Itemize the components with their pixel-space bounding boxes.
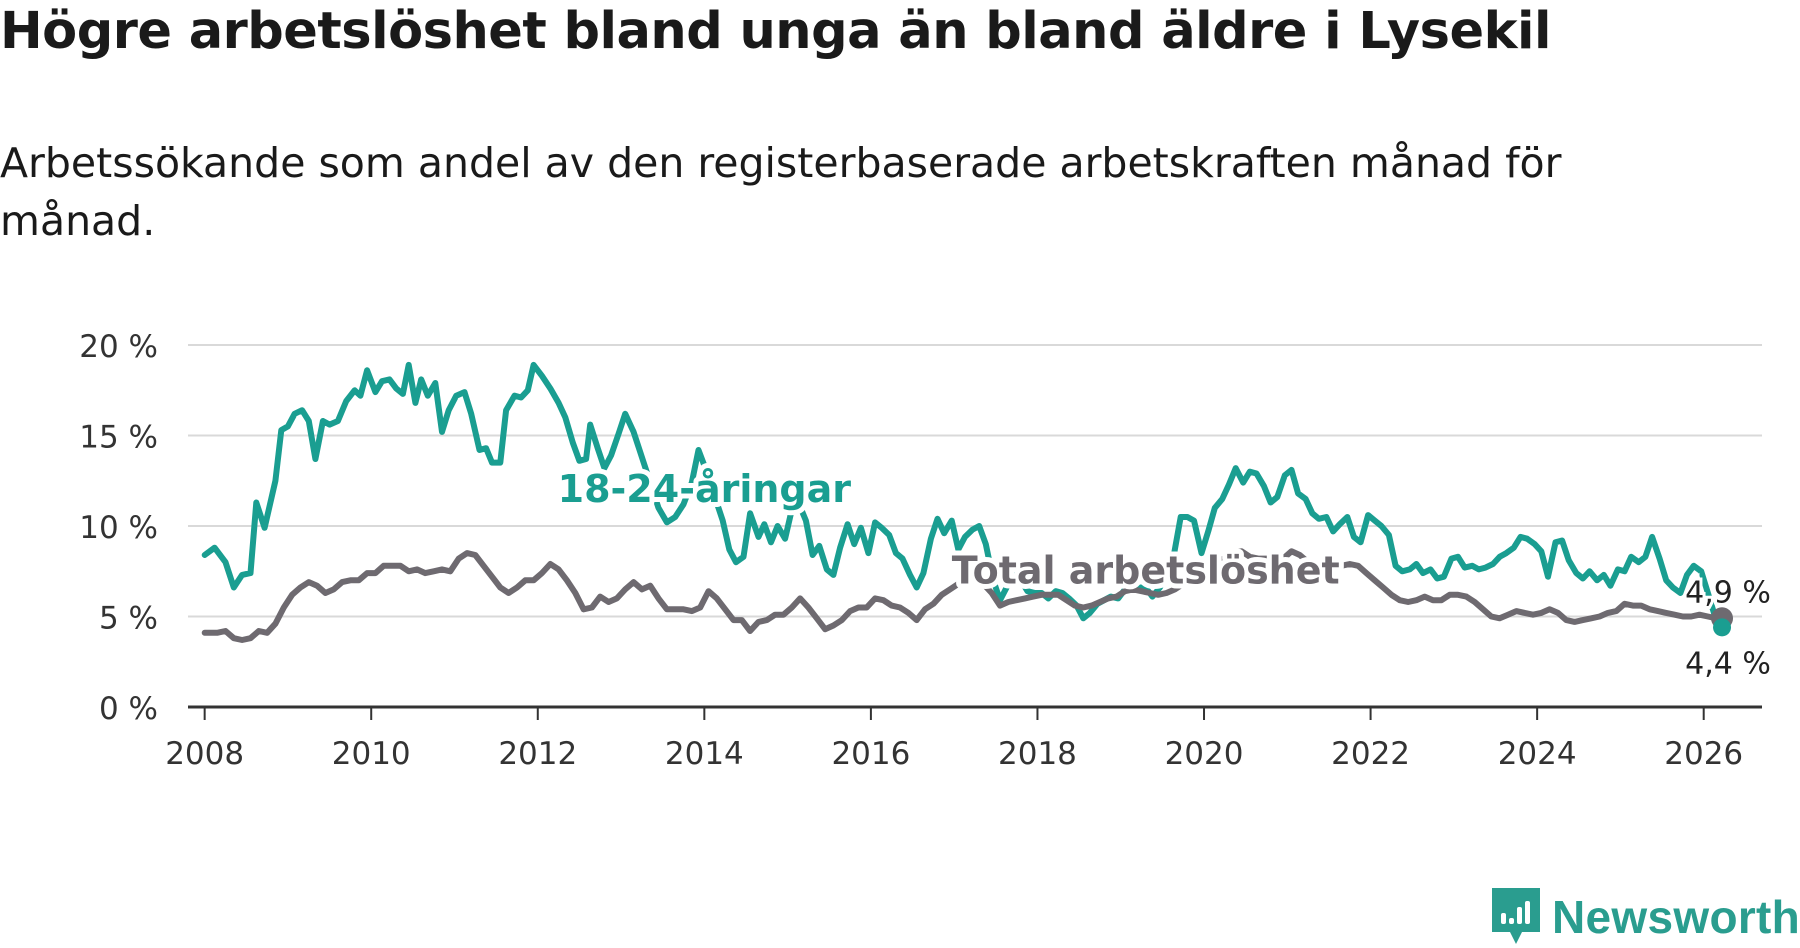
- brand-name: Newsworthy: [1552, 891, 1800, 943]
- chart-title: Högre arbetslöshet bland unga än bland ä…: [0, 2, 1552, 61]
- x-tick-label: 2026: [1664, 736, 1743, 772]
- newsworthy-logo-icon: [1492, 888, 1540, 944]
- x-tick-label: 2022: [1331, 736, 1410, 772]
- series-endpoint-18-24: [1713, 618, 1732, 637]
- x-tick-label: 2018: [998, 736, 1077, 772]
- x-tick-label: 2016: [831, 736, 910, 772]
- end-value-label-total: 4,9 %: [1685, 575, 1771, 610]
- newsworthy-brand[interactable]: Newsworthy: [1492, 888, 1800, 946]
- y-tick-label: 20 %: [79, 329, 158, 365]
- chart-subtitle: Arbetssökande som andel av den registerb…: [0, 139, 1562, 245]
- series-line-18-24: [201, 361, 1725, 631]
- chart-annotations: 4,9 % 4,4 % 18-24-åringar Total arbetslöshe…: [553, 462, 1774, 685]
- series-annotation-label: Total arbetslöshet: [952, 548, 1340, 592]
- series-annotation-label: 18-24-åringar: [558, 467, 852, 511]
- x-tick-label: 2010: [332, 736, 411, 772]
- x-tick-label: 2014: [665, 736, 744, 772]
- y-tick-label: 10 %: [79, 510, 158, 546]
- x-tick-label: 2012: [498, 736, 577, 772]
- x-tick-label: 2020: [1165, 736, 1244, 772]
- series-line-total: [201, 548, 1725, 643]
- y-tick-label: 0 %: [99, 691, 158, 727]
- end-value-label-18-24: 4,4 %: [1685, 646, 1771, 681]
- x-tick-label: 2008: [165, 736, 244, 772]
- x-tick-label: 2024: [1498, 736, 1577, 772]
- x-axis: 2008 2010 2012 2014 2016 2018 2020 2022 2024 2026: [165, 705, 1762, 772]
- y-axis-tick-labels: 0 % 5 % 10 % 15 % 20 %: [79, 329, 158, 727]
- chart-series-lines: [201, 361, 1734, 643]
- y-tick-label: 5 %: [99, 601, 158, 637]
- y-tick-label: 15 %: [79, 420, 158, 456]
